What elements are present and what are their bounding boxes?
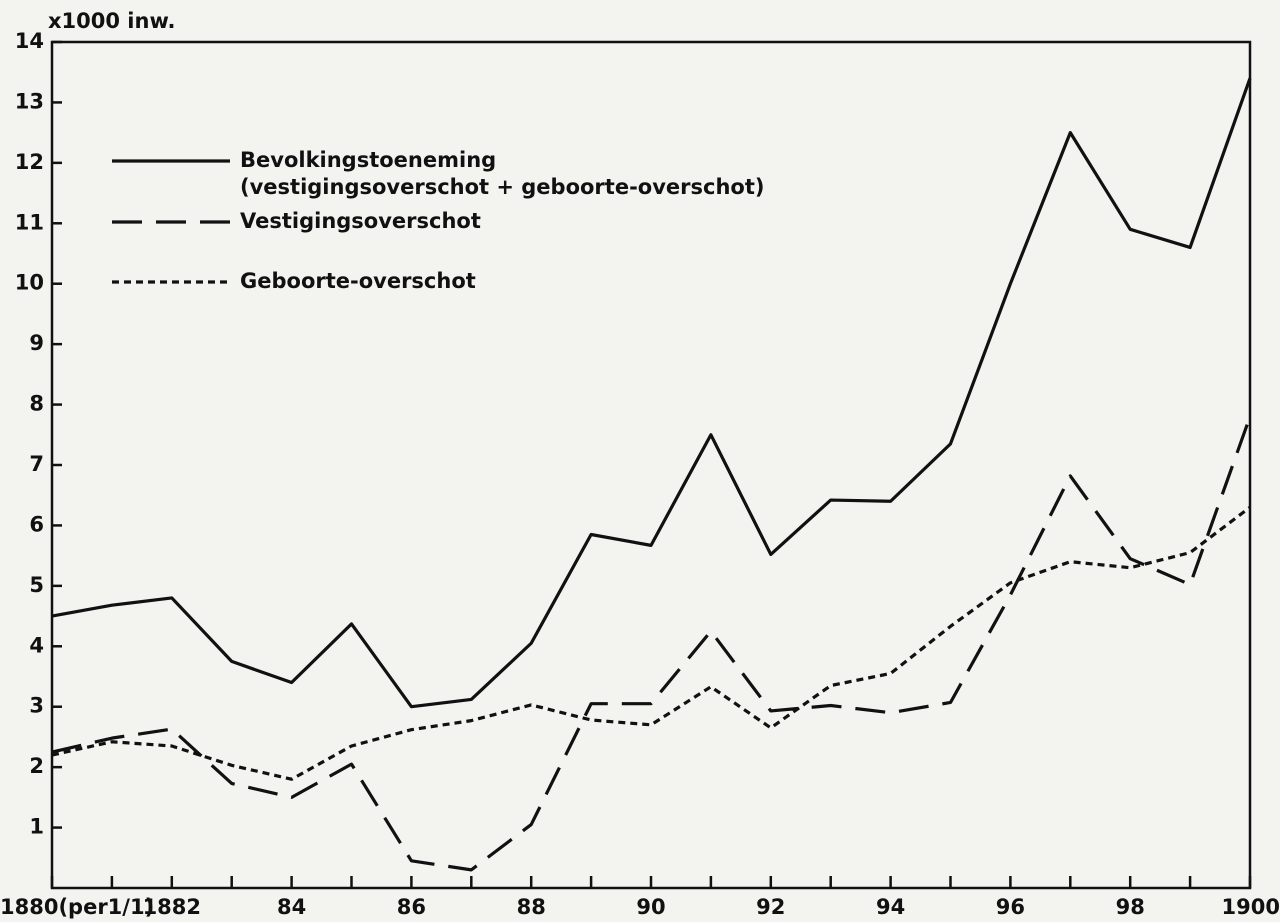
x-tick-label: 86 bbox=[397, 895, 426, 919]
x-tick-label: 92 bbox=[756, 895, 785, 919]
series-line bbox=[51, 77, 1252, 709]
y-tick-label: 4 bbox=[29, 633, 44, 657]
x-tick-label: 88 bbox=[517, 895, 546, 919]
x-tick-label: 1882 bbox=[143, 895, 201, 919]
legend-label: Geboorte-overschot bbox=[240, 269, 476, 293]
y-tick-label: 11 bbox=[15, 210, 44, 234]
y-tick-label: 5 bbox=[29, 573, 44, 597]
x-tick-label: 98 bbox=[1116, 895, 1145, 919]
y-tick-label: 6 bbox=[29, 512, 44, 536]
x-tick-label: 94 bbox=[876, 895, 905, 919]
y-tick-label: 1 bbox=[29, 815, 44, 839]
x-tick-label: 1880(per1/1) bbox=[0, 895, 154, 919]
y-tick-label: 10 bbox=[15, 271, 44, 295]
y-tick-label: 8 bbox=[29, 392, 44, 416]
y-tick-label: 3 bbox=[29, 694, 44, 718]
x-tick-label: 90 bbox=[636, 895, 665, 919]
y-tick-label: 9 bbox=[29, 331, 44, 355]
y-tick-label: 13 bbox=[15, 89, 44, 113]
x-tick-label: 84 bbox=[277, 895, 306, 919]
series-line bbox=[51, 416, 1252, 872]
series-line bbox=[51, 506, 1251, 781]
x-tick-label: 1900 bbox=[1222, 895, 1280, 919]
legend-label: Vestigingsoverschot bbox=[240, 209, 481, 233]
legend-label: Bevolkingstoeneming bbox=[240, 148, 496, 172]
x-tick-label: 96 bbox=[996, 895, 1025, 919]
y-tick-label: 7 bbox=[29, 452, 44, 476]
legend-detail: (vestigingsoverschot + geboorte-overscho… bbox=[240, 175, 764, 199]
y-tick-label: 14 bbox=[15, 29, 44, 53]
y-axis-label: x1000 inw. bbox=[48, 9, 176, 33]
y-tick-label: 12 bbox=[15, 150, 44, 174]
y-tick-label: 2 bbox=[29, 754, 44, 778]
plot-frame bbox=[50, 40, 1252, 890]
